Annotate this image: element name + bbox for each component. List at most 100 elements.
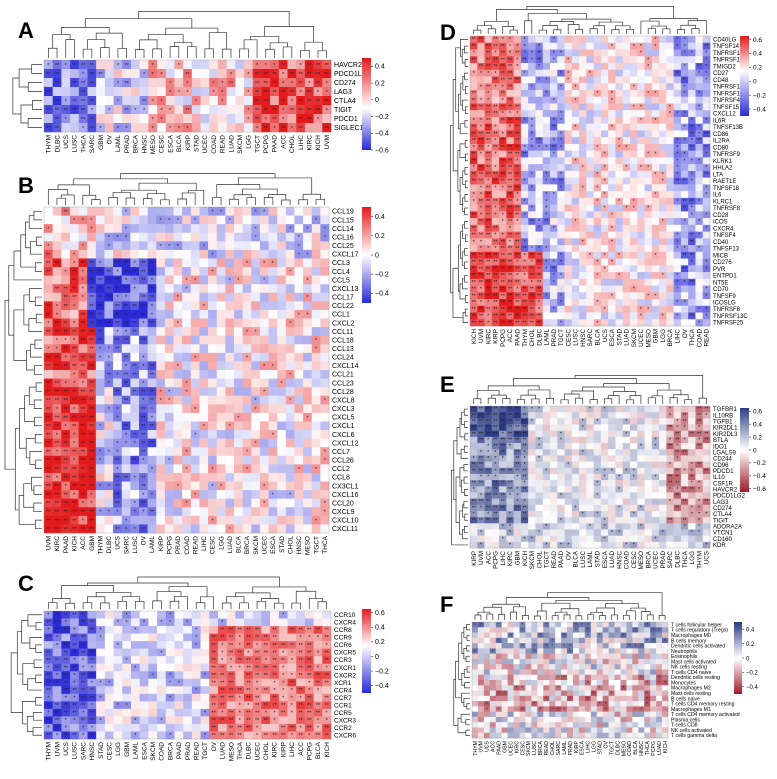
heatmap-cell [277, 413, 286, 422]
heatmap-cell [294, 353, 303, 362]
heatmap-cell [543, 83, 551, 90]
heatmap-cell [637, 130, 645, 137]
heatmap-cell [191, 319, 200, 328]
heatmap-cell [470, 83, 478, 90]
column-label: PCPG [307, 742, 314, 760]
heatmap-cell [615, 130, 623, 137]
heatmap-cell [615, 56, 623, 63]
heatmap-cell [208, 379, 217, 388]
heatmap-cell [70, 224, 79, 233]
dendrogram-branch [240, 49, 249, 58]
heatmap-cell [572, 151, 580, 158]
heatmap-cell [174, 724, 183, 732]
heatmap-cell [105, 709, 114, 717]
row-label: CXCR5 [334, 650, 356, 657]
heatmap-cell [601, 63, 609, 70]
column-label: KICH [315, 135, 322, 151]
heatmap-cell [182, 207, 191, 216]
dendrogram-branch [170, 601, 179, 609]
heatmap-cell [199, 439, 208, 448]
heatmap-cell [492, 90, 500, 97]
heatmap-cell [277, 404, 286, 413]
dendrogram-branch [462, 279, 468, 289]
dendrogram-branch [109, 197, 118, 205]
heatmap-cell [104, 396, 113, 405]
heatmap-cell [260, 421, 269, 430]
heatmap-cell [637, 56, 645, 63]
legend-tick-label: −0.2 [375, 114, 389, 121]
row-label: CXCL8 [332, 397, 355, 404]
heatmap-cell [695, 191, 703, 198]
heatmap-cell [565, 144, 573, 151]
heatmap-cell [208, 430, 217, 439]
heatmap-cell [148, 207, 157, 216]
heatmap-cell [234, 327, 243, 336]
dendrogram-branch [465, 154, 468, 161]
heatmap-cell [565, 164, 573, 171]
column-label: PAAD [63, 536, 70, 554]
heatmap-cell [243, 516, 252, 525]
heatmap-cell [485, 238, 493, 245]
heatmap-cell [225, 319, 234, 328]
heatmap-cell [225, 361, 234, 370]
heatmap-cell [695, 178, 703, 185]
heatmap-cell [659, 252, 667, 259]
heatmap-cell [543, 137, 551, 144]
heatmap-cell [572, 144, 580, 151]
heatmap-cell [251, 490, 260, 499]
heatmap-cell [269, 233, 278, 242]
heatmap-cell [208, 276, 217, 285]
heatmap-cell [113, 224, 122, 233]
heatmap-cell [243, 284, 252, 293]
heatmap-cell [579, 36, 587, 43]
heatmap-cell [594, 137, 602, 144]
heatmap-cell [157, 664, 166, 672]
heatmap-cell [521, 97, 529, 104]
heatmap-cell [630, 164, 638, 171]
heatmap-cell [217, 464, 226, 473]
heatmap-cell [183, 701, 192, 709]
heatmap-cell [131, 724, 140, 732]
heatmap-cell [303, 464, 312, 473]
heatmap-cell [601, 211, 609, 218]
heatmap-cell [666, 171, 674, 178]
heatmap-cell [666, 70, 674, 77]
heatmap-cell [269, 396, 278, 405]
heatmap-cell [260, 233, 269, 242]
heatmap-cell [148, 499, 157, 508]
heatmap-cell [104, 336, 113, 345]
heatmap-cell [251, 293, 260, 302]
heatmap-cell [550, 238, 558, 245]
heatmap-cell [535, 232, 543, 239]
heatmap-cell [174, 456, 183, 465]
heatmap-cell [113, 396, 122, 405]
heatmap-cell [243, 396, 252, 405]
heatmap-cell [703, 245, 711, 252]
heatmap-cell [96, 379, 105, 388]
heatmap-cell [666, 97, 674, 104]
heatmap-cell [270, 724, 279, 732]
heatmap-cell [130, 241, 139, 250]
heatmap-cell [674, 103, 682, 110]
heatmap-cell [208, 319, 217, 328]
heatmap-cell [192, 656, 201, 664]
heatmap-cell [615, 171, 623, 178]
column-label: LUAD [227, 536, 234, 554]
heatmap-cell [695, 184, 703, 191]
heatmap-cell [269, 456, 278, 465]
heatmap-cell [199, 224, 208, 233]
heatmap-cell [586, 117, 594, 124]
heatmap-cell [208, 413, 217, 422]
dendrogram-branch [265, 26, 314, 42]
heatmap-cell [659, 151, 667, 158]
heatmap-cell [156, 473, 165, 482]
column-label: COAD [184, 536, 191, 555]
row-label: CXCL14 [332, 363, 359, 370]
heatmap-cell [320, 216, 329, 225]
heatmap-cell [623, 198, 631, 205]
column-label: GBM [89, 536, 96, 551]
column-label: LUSC [72, 135, 79, 153]
heatmap-cell [208, 439, 217, 448]
heatmap-cell [87, 611, 96, 619]
heatmap-cell [594, 218, 602, 225]
